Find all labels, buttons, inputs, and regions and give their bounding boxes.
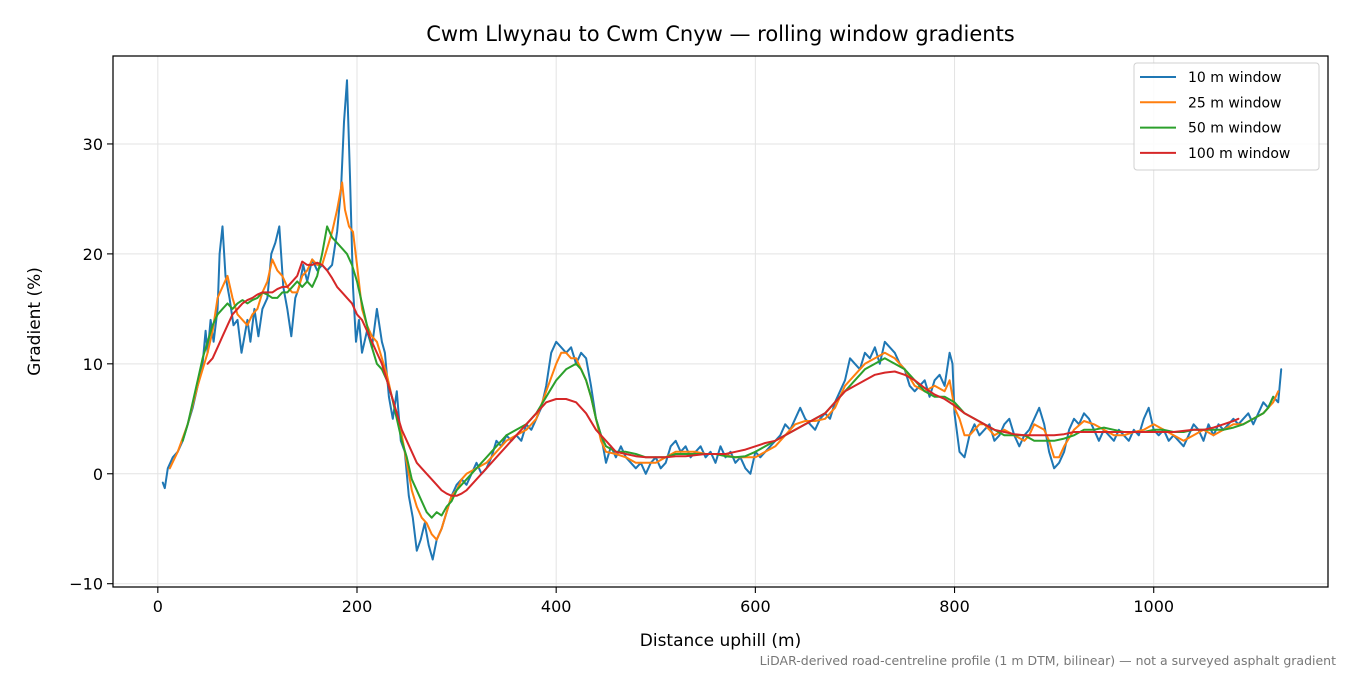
chart-title: Cwm Llwynau to Cwm Cnyw — rolling window…	[426, 22, 1015, 46]
series-line-2	[168, 181, 1280, 541]
legend-label: 100 m window	[1188, 146, 1290, 162]
y-tick-label: 30	[83, 135, 103, 154]
x-tick-label: 400	[541, 597, 572, 616]
y-tick-label: 20	[83, 245, 103, 264]
y-tick-label: 10	[83, 355, 103, 374]
y-axis-label: Gradient (%)	[25, 267, 45, 376]
legend-label: 10 m window	[1188, 70, 1281, 86]
legend-label: 25 m window	[1188, 95, 1281, 111]
series-layer	[161, 79, 1283, 561]
footnote: LiDAR-derived road-centreline profile (1…	[760, 653, 1336, 668]
x-tick-label: 0	[153, 597, 163, 616]
legend-label: 50 m window	[1188, 121, 1281, 137]
y-tick-label: −10	[69, 575, 103, 594]
x-tick-label: 800	[939, 597, 970, 616]
series-line-4	[206, 260, 1240, 497]
series-line-3	[181, 225, 1275, 519]
x-tick-label: 600	[740, 597, 771, 616]
legend-box	[1133, 62, 1320, 171]
axes-frame	[112, 55, 1329, 588]
legend: 10 m window 25 m window 50 m window 100 m w…	[1133, 62, 1320, 171]
x-tick-label: 200	[342, 597, 373, 616]
x-axis-label: Distance uphill (m)	[640, 631, 801, 651]
series-line-1	[161, 79, 1283, 561]
x-tick-label: 1000	[1133, 597, 1174, 616]
ticks: 0 200 400 600 800 1000 −10 0 10 20 30	[69, 135, 1174, 616]
y-tick-label: 0	[93, 465, 103, 484]
